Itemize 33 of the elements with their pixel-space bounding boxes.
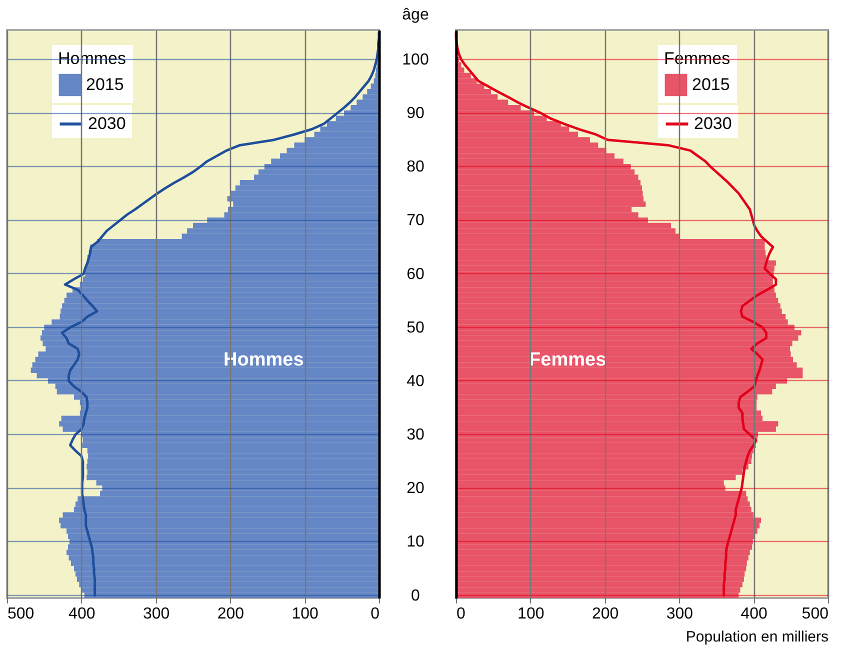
y-tick-label: 80 — [406, 158, 424, 176]
y-tick-label: 20 — [406, 480, 424, 498]
y-tick-label: 60 — [406, 266, 424, 283]
y-tick-label: 30 — [406, 426, 424, 444]
legend-title: Femmes — [664, 49, 730, 68]
legend-title: Hommes — [58, 49, 126, 68]
y-tick-label: 90 — [406, 105, 424, 122]
x-tick-label: 0 — [456, 606, 466, 622]
x-tick-label: 300 — [142, 606, 170, 622]
legend-label: 2015 — [86, 75, 124, 94]
x-tick-label: 100 — [292, 606, 319, 622]
y-axis-title: âge — [402, 6, 429, 24]
x-tick-label: 500 — [8, 606, 34, 622]
x-tick-label: 500 — [802, 606, 829, 622]
x-tick-label: 200 — [217, 606, 244, 622]
y-tick-label: 40 — [406, 372, 424, 390]
y-tick-label: 0 — [411, 587, 420, 604]
x-tick-label: 200 — [592, 606, 619, 622]
legend-label: 2015 — [692, 75, 730, 94]
y-tick-label: 10 — [406, 534, 424, 551]
legend-label: 2030 — [88, 114, 126, 133]
legend-label: 2030 — [694, 114, 732, 133]
y-tick-label: 100 — [402, 51, 429, 68]
x-tick-label: 100 — [518, 606, 544, 622]
annotation: Femmes — [529, 349, 606, 370]
y-tick-label: 50 — [406, 319, 424, 336]
x-tick-label: 400 — [68, 606, 96, 622]
x-tick-label: 400 — [740, 606, 768, 622]
x-tick-label: 0 — [370, 606, 380, 622]
annotation: Hommes — [224, 349, 304, 370]
y-tick-label: 70 — [406, 212, 424, 230]
x-tick-label: 300 — [666, 606, 694, 622]
x-axis-title: Population en milliers — [686, 628, 828, 646]
